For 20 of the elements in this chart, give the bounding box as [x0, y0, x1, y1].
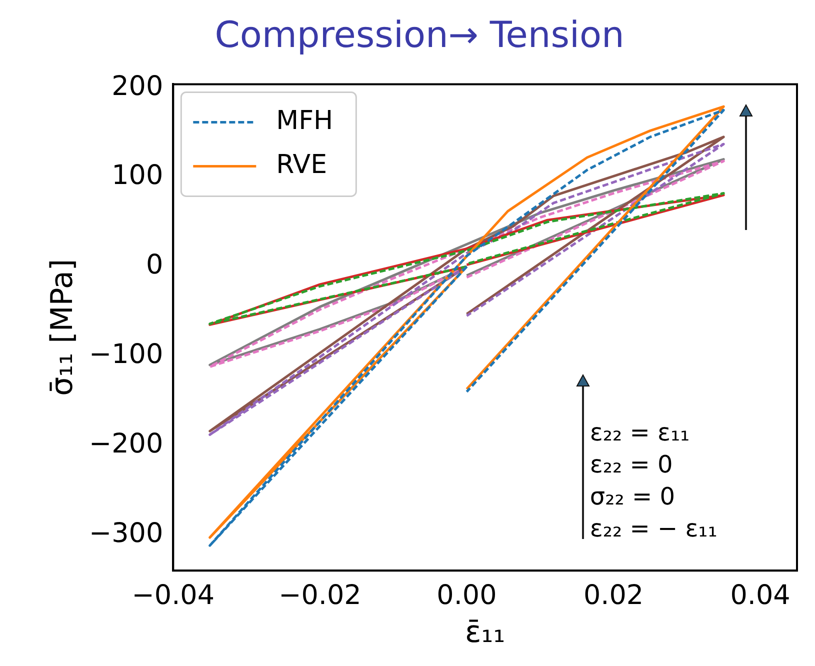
- y-tick-label: −100: [88, 339, 164, 370]
- legend-label: RVE: [276, 150, 328, 180]
- x-tick-label: −0.04: [132, 580, 215, 611]
- legend-label: MFH: [276, 106, 334, 136]
- y-tick-label: 100: [112, 160, 164, 192]
- annotation: σ₂₂ = 0: [590, 482, 675, 511]
- y-tick-label: −200: [88, 428, 164, 460]
- annotation: ε₂₂ = ε₁₁: [590, 418, 690, 447]
- x-tick-label: 0.04: [730, 580, 790, 611]
- x-tick-label: 0.02: [583, 580, 644, 611]
- chart-title: Compression→ Tension: [214, 14, 624, 56]
- y-tick-label: 0: [146, 250, 164, 281]
- x-tick-label: 0.00: [436, 580, 497, 611]
- y-axis-title: σ̄₁₁ [MPa]: [44, 258, 80, 396]
- y-tick-label: 200: [112, 70, 164, 102]
- y-tick-label: −300: [88, 518, 164, 549]
- annotation: ε₂₂ = − ε₁₁: [590, 514, 718, 543]
- x-tick-label: −0.02: [278, 580, 362, 611]
- annotation: ε₂₂ = 0: [590, 450, 673, 479]
- x-axis-title: ε̄₁₁: [464, 614, 506, 650]
